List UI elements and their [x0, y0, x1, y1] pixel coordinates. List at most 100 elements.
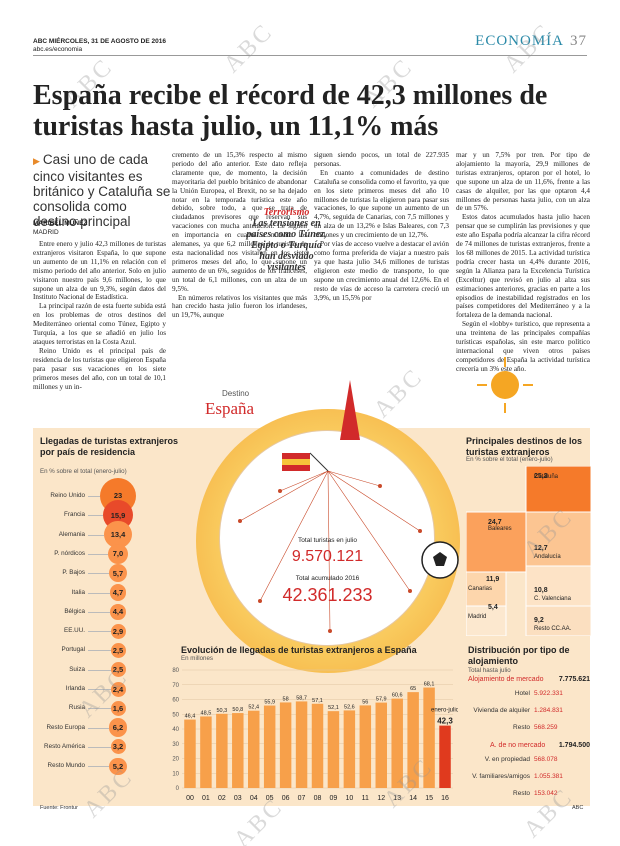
right-chart-subtitle: En % sobre el total (enero-julio)	[466, 456, 553, 463]
x-tick-label: 08	[314, 795, 322, 802]
leader-line	[88, 534, 105, 536]
x-tick-label: 14	[409, 795, 417, 802]
treemap-value: 24,7	[488, 519, 502, 526]
treemap-label: Canarias	[468, 586, 492, 592]
country-bubble: 4,4	[110, 603, 126, 620]
distribution-label: Resto	[513, 724, 530, 731]
y-tick-label: 10	[172, 771, 179, 777]
treemap-cell	[525, 565, 591, 607]
destination-label: Destino	[222, 389, 250, 398]
data-label: 57,9	[376, 697, 387, 703]
deck: ▶ Casi uno de cada cinco visitantes es br…	[33, 152, 173, 229]
bar	[232, 713, 244, 788]
left-chart-title: Llegadas de turistas extranjeros por paí…	[40, 436, 179, 457]
x-tick-label: 15	[425, 795, 433, 802]
country-label: Francia	[64, 511, 85, 519]
leader-line	[88, 669, 111, 671]
country-bubble: 2,5	[110, 642, 126, 658]
treemap-cell	[525, 511, 591, 567]
body-column-4: mar y un 7,5% por tren. Por tipo de aloj…	[456, 151, 590, 374]
watermark: ABC	[219, 18, 279, 78]
distribution-value: 1.055.381	[534, 773, 563, 780]
bar	[295, 701, 308, 788]
data-label: 55,9	[264, 700, 275, 706]
sun-icon	[470, 355, 540, 415]
leader-line	[88, 708, 111, 710]
country-label: Resto Mundo	[47, 762, 85, 770]
treemap-cell	[466, 605, 507, 636]
country-label: Portugal	[61, 646, 85, 654]
y-tick-label: 50	[172, 712, 179, 718]
annotation: enero-julio	[431, 708, 458, 714]
section-name: ECONOMÍA	[475, 33, 564, 49]
pull-quote-text: Las tensiones en países como Túnez, Egip…	[246, 218, 327, 273]
site-url[interactable]: abc.es/economia	[33, 46, 83, 53]
body-column-3: siguen siendo pocos, un total de 227.935…	[314, 151, 449, 302]
bar	[407, 692, 419, 788]
distribution-subtitle: Total hasta julio	[468, 667, 511, 674]
data-label: 48,5	[201, 710, 212, 716]
paragraph: siguen siendo pocos, un total de 227.935…	[314, 151, 449, 168]
evolution-chart-ylabel: En millones	[181, 655, 213, 662]
x-tick-label: 06	[282, 795, 290, 802]
x-tick-label: 03	[234, 795, 242, 802]
dateline-city: MADRID	[33, 228, 59, 236]
section-header: ECONOMÍA 37	[475, 33, 587, 50]
y-tick-label: 0	[176, 786, 180, 792]
y-tick-label: 80	[172, 668, 179, 674]
market-accommodation-label: Alojamiento de mercado	[468, 676, 544, 683]
non-market-accommodation-value: 1.794.500	[558, 742, 590, 749]
country-label: Italia	[71, 588, 85, 596]
bar	[391, 698, 403, 788]
x-tick-label: 00	[186, 795, 194, 802]
x-tick-label: 05	[266, 795, 274, 802]
issue-date: MIÉRCOLES, 31 DE AGOSTO DE 2016	[48, 38, 166, 45]
paragraph: mar y un 7,5% por tren. Por tipo de aloj…	[456, 151, 590, 213]
x-tick-label: 04	[250, 795, 258, 802]
country-bubble: 1,6	[110, 700, 126, 716]
data-label: 56	[362, 699, 368, 705]
data-label: 58	[283, 696, 289, 702]
country-bubble: 4,7	[109, 584, 127, 601]
bar	[359, 705, 372, 788]
country-label: Bélgica	[64, 607, 85, 615]
paragraph: Según el «lobby» turístico, que represen…	[456, 320, 590, 373]
globe-lines	[238, 452, 422, 633]
bar	[200, 716, 212, 788]
data-label: 50,3	[216, 708, 227, 714]
country-bubble: 2,4	[110, 681, 126, 697]
data-label: 46,4	[185, 714, 196, 720]
y-tick-label: 30	[172, 742, 179, 748]
y-tick-label: 60	[172, 698, 179, 704]
country-bubble: 7,0	[108, 543, 128, 564]
country-label: Resto América	[44, 742, 85, 750]
country-label: P. Bajos	[62, 569, 85, 577]
data-label: 52,4	[248, 705, 259, 711]
source-note: Fuente: Frontur	[40, 805, 78, 811]
leader-line	[88, 631, 111, 633]
treemap-value: 5,4	[488, 604, 498, 611]
leader-line	[88, 650, 111, 652]
leader-line	[88, 515, 104, 517]
data-label: 52,6	[344, 704, 355, 710]
x-tick-label: 09	[330, 795, 338, 802]
data-label: 42,3	[437, 717, 453, 726]
x-tick-label: 10	[345, 795, 353, 802]
x-tick-label: 16	[441, 795, 449, 802]
leader-line	[88, 766, 110, 768]
treemap-label: Cataluña	[534, 474, 559, 480]
bar	[216, 713, 228, 788]
paragraph: Reino Unido es el principal país de resi…	[33, 346, 166, 391]
paragraph: En números relativos los visitantes que …	[172, 293, 307, 320]
bar	[279, 702, 292, 788]
left-chart-subtitle: En % sobre el total (enero-julio)	[40, 468, 127, 475]
treemap-value: 11,9	[486, 576, 499, 583]
distribution-row: Hotel 5.922.331	[468, 690, 590, 707]
pull-quote-title: Terrorismo	[263, 207, 310, 218]
country-label: Reino Unido	[50, 492, 85, 499]
paragraph: Entre enero y julio 42,3 millones de tur…	[33, 240, 166, 302]
bar	[263, 705, 276, 788]
country-bubble: 2,9	[110, 623, 126, 639]
bar	[343, 710, 356, 788]
bar	[247, 710, 260, 788]
